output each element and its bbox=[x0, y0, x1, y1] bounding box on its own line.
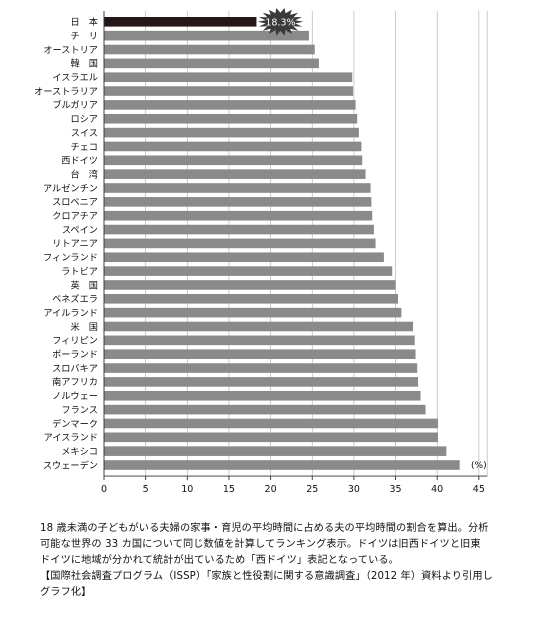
bar bbox=[104, 432, 439, 443]
bar bbox=[104, 238, 376, 249]
x-tick-label: 20 bbox=[265, 484, 277, 495]
category-label: ラトビア bbox=[61, 266, 98, 277]
category-label: オーストリア bbox=[43, 45, 98, 56]
bar bbox=[104, 30, 309, 41]
bar bbox=[104, 294, 399, 304]
bar bbox=[104, 377, 419, 387]
x-tick-label: 25 bbox=[306, 484, 318, 495]
x-tick-label: 15 bbox=[223, 484, 235, 495]
caption-line: 【国際社会調査プログラム（ISSP）「家族と性役割に関する意識調査」（2012 … bbox=[40, 571, 493, 582]
category-label: フィリピン bbox=[52, 336, 98, 347]
bar bbox=[104, 58, 319, 69]
bar bbox=[104, 224, 374, 235]
bar bbox=[104, 252, 384, 263]
bar bbox=[104, 349, 416, 359]
category-label: 南アフリカ bbox=[52, 376, 98, 388]
highlight-callout: 18.3% bbox=[257, 8, 304, 36]
category-label: チ リ bbox=[70, 31, 98, 42]
bar bbox=[104, 335, 415, 346]
category-label: スウェーデン bbox=[43, 459, 98, 471]
category-label: スロベニア bbox=[52, 197, 98, 208]
x-axis: 0 5 10 15 20 25 30 35 40 45 (%) bbox=[101, 11, 488, 495]
category-label: デンマーク bbox=[52, 418, 98, 430]
category-label: 西ドイツ bbox=[61, 156, 98, 167]
bar bbox=[104, 100, 356, 110]
x-tick-label: 35 bbox=[390, 484, 402, 495]
category-label: アイスランド bbox=[44, 433, 98, 444]
category-label: 米 国 bbox=[70, 321, 98, 333]
category-label: リトアニア bbox=[52, 239, 98, 250]
category-label: 韓 国 bbox=[70, 59, 98, 70]
category-label: 台 湾 bbox=[70, 168, 98, 180]
bar bbox=[104, 266, 393, 276]
category-label: フランス bbox=[61, 405, 98, 416]
starburst-shape bbox=[257, 8, 304, 36]
x-tick-label: 30 bbox=[348, 484, 360, 495]
caption-line: 可能な世界の 33 カ国について同じ数値を計算してランキング表示。ドイツは旧西ド… bbox=[40, 539, 481, 550]
category-label: スロバキア bbox=[52, 363, 98, 374]
bar bbox=[104, 183, 371, 193]
bar bbox=[104, 72, 353, 82]
category-label: オーストラリア bbox=[34, 86, 98, 97]
category-label: 日 本 bbox=[70, 16, 98, 28]
bar bbox=[104, 113, 358, 124]
chart-caption: 18 歳未満の子どもがいる夫婦の家事・育児の平均時間に占める夫の平均時間の割合を… bbox=[40, 521, 510, 601]
bar bbox=[104, 141, 362, 152]
bar bbox=[104, 127, 359, 138]
category-label: スイス bbox=[71, 128, 98, 139]
category-label: アルゼンチン bbox=[43, 182, 98, 194]
category-label: ノルウェー bbox=[52, 391, 98, 402]
bar bbox=[104, 44, 315, 55]
bar bbox=[104, 390, 421, 401]
bar bbox=[104, 17, 257, 27]
bar bbox=[104, 86, 354, 96]
category-label: チェコ bbox=[70, 142, 98, 153]
bar bbox=[104, 197, 372, 207]
category-label: イスラエル bbox=[52, 73, 98, 84]
bar bbox=[104, 321, 414, 332]
category-label: 英 国 bbox=[70, 279, 98, 291]
bars bbox=[104, 17, 460, 470]
category-label: ロシア bbox=[70, 114, 98, 125]
category-label: ブルガリア bbox=[52, 99, 98, 111]
category-label: メキシコ bbox=[61, 446, 98, 457]
category-label: ベネズエラ bbox=[52, 293, 98, 305]
bar bbox=[104, 460, 460, 470]
bar bbox=[104, 418, 439, 429]
highlight-value-label: 18.3% bbox=[265, 17, 295, 28]
bar bbox=[104, 210, 373, 221]
x-tick-label: 0 bbox=[101, 484, 107, 495]
bar bbox=[104, 155, 363, 166]
bar bbox=[104, 404, 426, 415]
x-tick-label: 40 bbox=[431, 484, 443, 495]
bar bbox=[104, 363, 418, 373]
x-axis-unit: (%) bbox=[471, 461, 487, 471]
category-label: クロアチア bbox=[52, 211, 98, 222]
x-tick-label: 5 bbox=[143, 484, 149, 495]
bar bbox=[104, 446, 447, 456]
category-label: フィンランド bbox=[43, 253, 98, 264]
category-label: アイルランド bbox=[43, 308, 98, 319]
bar bbox=[104, 307, 402, 318]
bar bbox=[104, 169, 366, 179]
x-tick-label: 45 bbox=[473, 484, 485, 495]
bar bbox=[104, 280, 396, 290]
caption-line: ドイツに地域が分かれて統計が出ているため「西ドイツ」表記となっている。 bbox=[40, 555, 399, 566]
caption-line: 18 歳未満の子どもがいる夫婦の家事・育児の平均時間に占める夫の平均時間の割合を… bbox=[40, 523, 489, 534]
caption-line: グラフ化】 bbox=[40, 587, 92, 598]
category-label: スペイン bbox=[62, 225, 98, 236]
x-tick-label: 10 bbox=[181, 484, 193, 495]
category-label: ポーランド bbox=[52, 350, 98, 361]
